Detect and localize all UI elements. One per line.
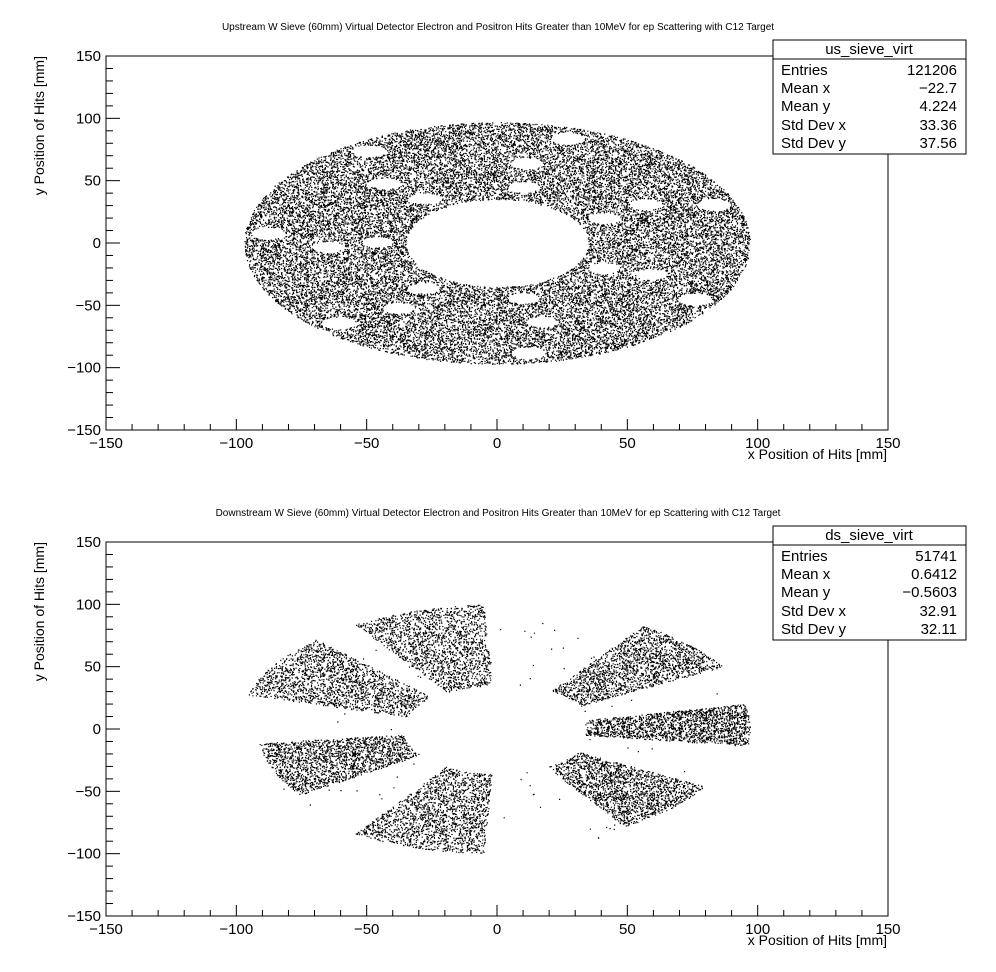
upstream-chart-panel: Upstream W Sieve (60mm) Virtual Detector… xyxy=(31,22,967,462)
stats-label: Std Dev y xyxy=(781,135,847,152)
stats-value: −22.7 xyxy=(919,80,957,97)
upstream-scatter-chart: Upstream W Sieve (60mm) Virtual Detector… xyxy=(31,22,967,462)
downstream-chart-panel: Downstream W Sieve (60mm) Virtual Detect… xyxy=(0,486,996,972)
y-tick-label: −50 xyxy=(76,783,101,800)
y-tick-label: 100 xyxy=(76,596,101,613)
y-tick-label: 50 xyxy=(84,173,101,190)
stats-label: Std Dev y xyxy=(781,621,847,638)
x-tick-label: −50 xyxy=(354,435,379,452)
stats-value: 32.11 xyxy=(921,621,957,638)
stats-value: 51741 xyxy=(915,548,957,565)
y-axis-label: y Position of Hits [mm] xyxy=(31,542,47,681)
y-tick-label: −150 xyxy=(67,422,101,439)
stats-label: Std Dev x xyxy=(781,603,847,620)
x-tick-label: 0 xyxy=(493,435,501,452)
x-tick-label: 50 xyxy=(619,435,636,452)
stats-title: us_sieve_virt xyxy=(825,41,913,58)
x-tick-label: −150 xyxy=(89,921,123,938)
hit-points xyxy=(244,122,751,365)
stats-label: Mean x xyxy=(781,80,831,97)
plot-frame xyxy=(105,55,889,431)
stats-label: Entries xyxy=(781,62,828,79)
y-axis-label: y Position of Hits [mm] xyxy=(31,56,47,195)
stats-value: 0.6412 xyxy=(911,566,957,583)
x-axis: −150 −100 −50 0 50 100 150 xyxy=(89,905,901,938)
x-tick-label: 150 xyxy=(875,921,900,938)
x-tick-label: −100 xyxy=(219,435,253,452)
x-axis: −150 −100 −50 0 50 100 150 xyxy=(89,419,901,452)
y-axis: −150 −100 −50 0 50 100 150 xyxy=(67,534,120,925)
stats-label: Entries xyxy=(781,548,828,565)
hit-points xyxy=(248,604,751,854)
scatter-points xyxy=(248,604,751,854)
stats-label: Mean y xyxy=(781,98,831,115)
downstream-scatter-chart: Downstream W Sieve (60mm) Virtual Detect… xyxy=(31,508,967,948)
stats-value: 32.91 xyxy=(919,603,957,620)
x-axis-label: x Position of Hits [mm] xyxy=(748,932,887,948)
y-tick-label: 100 xyxy=(76,110,101,127)
x-tick-label: 0 xyxy=(493,921,501,938)
stats-value: 33.36 xyxy=(919,117,957,134)
stats-label: Std Dev x xyxy=(781,117,847,134)
y-tick-label: −150 xyxy=(67,908,101,925)
y-tick-label: −100 xyxy=(67,846,101,863)
x-tick-label: −50 xyxy=(354,921,379,938)
stats-label: Mean x xyxy=(781,566,831,583)
stats-title: ds_sieve_virt xyxy=(825,527,913,544)
y-tick-label: 150 xyxy=(76,534,101,551)
chart-title: Downstream W Sieve (60mm) Virtual Detect… xyxy=(216,508,781,519)
y-tick-label: 50 xyxy=(84,659,101,676)
chart-title: Upstream W Sieve (60mm) Virtual Detector… xyxy=(222,22,774,33)
x-tick-label: 100 xyxy=(745,435,770,452)
y-tick-label: −50 xyxy=(76,297,101,314)
stats-box: us_sieve_virt Entries 121206 Mean x −22.… xyxy=(772,39,967,155)
stats-value: 37.56 xyxy=(919,135,957,152)
stats-value: 4.224 xyxy=(919,98,957,115)
stats-value: 121206 xyxy=(907,62,957,79)
x-axis-label: x Position of Hits [mm] xyxy=(748,446,887,462)
plot-frame xyxy=(105,541,889,917)
x-tick-label: −100 xyxy=(219,921,253,938)
y-axis: −150 −100 −50 0 50 100 150 xyxy=(67,48,120,439)
x-tick-label: 100 xyxy=(745,921,770,938)
stats-label: Mean y xyxy=(781,584,831,601)
y-tick-label: −100 xyxy=(67,360,101,377)
x-tick-label: 50 xyxy=(619,921,636,938)
x-tick-label: 150 xyxy=(875,435,900,452)
y-tick-label: 0 xyxy=(93,235,101,252)
stats-box: ds_sieve_virt Entries 51741 Mean x 0.641… xyxy=(772,525,967,641)
x-tick-label: −150 xyxy=(89,435,123,452)
y-tick-label: 0 xyxy=(93,721,101,738)
stats-value: −0.5603 xyxy=(902,584,957,601)
scatter-points xyxy=(244,122,751,365)
y-tick-label: 150 xyxy=(76,48,101,65)
